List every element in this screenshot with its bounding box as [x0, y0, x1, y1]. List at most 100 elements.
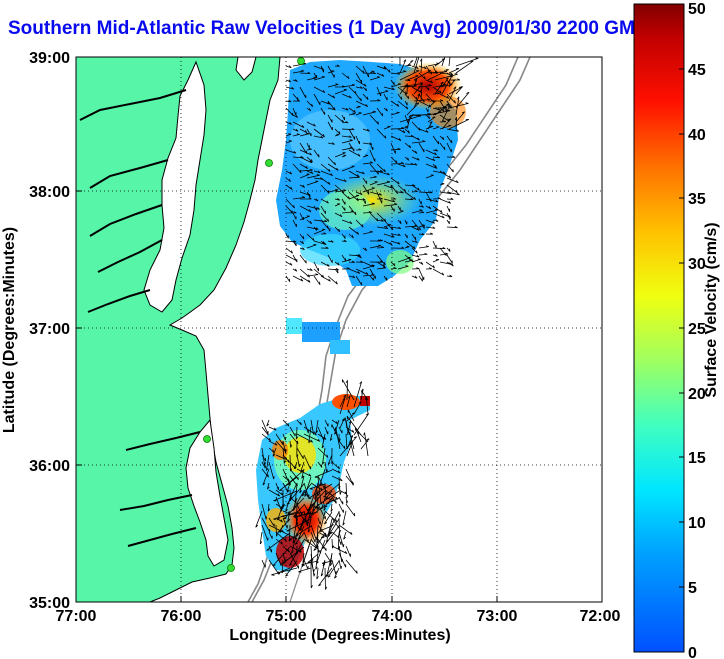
- velocity-vector: [341, 120, 349, 124]
- velocity-vector: [362, 198, 366, 204]
- velocity-vector: [390, 79, 395, 86]
- velocity-vector: [399, 59, 407, 74]
- velocity-vector: [376, 107, 384, 117]
- velocity-vector: [446, 247, 451, 252]
- velocity-vector: [306, 244, 317, 249]
- velocity-vector: [390, 135, 402, 141]
- velocity-vector: [369, 181, 378, 186]
- velocity-vector: [390, 184, 398, 194]
- velocity-vector: [317, 538, 327, 552]
- velocity-vector: [306, 273, 319, 277]
- velocity-vector: [369, 163, 379, 175]
- velocity-vector: [390, 205, 395, 212]
- velocity-vector: [317, 517, 321, 525]
- velocity-vector: [399, 57, 401, 67]
- velocity-vector: [289, 426, 296, 437]
- velocity-vector: [337, 532, 341, 550]
- velocity-vector: [306, 205, 320, 210]
- velocity-vector: [446, 142, 452, 153]
- velocity-vector: [339, 394, 347, 408]
- velocity-vector: [320, 212, 330, 222]
- velocity-vector: [376, 191, 383, 204]
- land-mass: [76, 57, 281, 602]
- velocity-vector: [341, 154, 347, 158]
- velocity-vector: [441, 57, 446, 67]
- velocity-vector: [275, 433, 284, 445]
- velocity-vector: [397, 190, 404, 194]
- velocity-vector: [299, 149, 312, 156]
- velocity-vector: [441, 74, 453, 95]
- velocity-vector: [413, 93, 421, 109]
- colorbar-tick-label: 20: [688, 386, 706, 403]
- velocity-vector: [306, 268, 313, 271]
- velocity-vector: [324, 426, 329, 435]
- velocity-vector: [406, 114, 412, 130]
- velocity-vector: [306, 180, 319, 186]
- velocity-vector: [348, 175, 360, 179]
- velocity-vector: [313, 128, 325, 138]
- velocity-vector: [329, 518, 340, 535]
- velocity-vector: [282, 546, 305, 564]
- velocity-vector: [362, 93, 369, 100]
- velocity-vector: [320, 275, 331, 282]
- velocity-vector: [268, 426, 277, 431]
- velocity-vector: [272, 447, 277, 457]
- velocity-vector: [327, 114, 333, 123]
- colorbar-tick-label: 5: [688, 580, 697, 597]
- velocity-vector: [338, 426, 343, 434]
- river-rappahannock: [89, 204, 163, 237]
- velocity-vector: [355, 93, 362, 102]
- velocity-vector: [390, 142, 396, 154]
- velocity-vector: [334, 152, 346, 158]
- velocity-vector: [320, 163, 331, 172]
- velocity-vector: [261, 433, 271, 442]
- velocity-vector: [299, 128, 308, 134]
- velocity-vector: [369, 76, 381, 81]
- velocity-vector: [341, 114, 345, 121]
- velocity-vector: [439, 93, 450, 99]
- velocity-vector: [441, 77, 449, 88]
- velocity-vector: [413, 78, 418, 88]
- velocity-vector: [355, 105, 361, 109]
- velocity-vector: [320, 177, 331, 185]
- velocity-vector: [306, 142, 310, 149]
- velocity-vector: [362, 71, 376, 74]
- velocity-vector: [353, 381, 363, 408]
- velocity-vector: [334, 197, 340, 201]
- velocity-vector: [285, 86, 295, 90]
- velocity-vector: [323, 511, 333, 525]
- velocity-vector: [404, 128, 410, 134]
- velocity-vector: [425, 86, 430, 91]
- velocity-vector: [292, 121, 305, 128]
- velocity-vector: [306, 128, 312, 137]
- velocity-vector: [313, 86, 326, 94]
- velocity-vector: [354, 427, 362, 443]
- velocity-vector: [324, 490, 333, 500]
- velocity-vector: [306, 121, 316, 127]
- velocity-vector: [418, 211, 425, 214]
- velocity-vector: [432, 126, 440, 130]
- velocity-vector: [313, 170, 321, 174]
- velocity-vector: [432, 219, 439, 222]
- velocity-vector: [411, 184, 420, 191]
- velocity-vector: [427, 100, 437, 109]
- velocity-vector: [341, 72, 350, 80]
- velocity-vector: [420, 58, 423, 74]
- velocity-vector: [448, 68, 460, 74]
- velocity-vector: [369, 244, 382, 249]
- velocity-vector: [306, 156, 313, 163]
- velocity-vector: [425, 114, 431, 120]
- velocity-vector: [425, 174, 434, 179]
- velocity-vector: [296, 426, 299, 440]
- velocity-vector: [377, 197, 383, 200]
- velocity-vector: [383, 125, 391, 130]
- velocity-vector: [317, 475, 325, 489]
- velocity-vector: [327, 254, 333, 263]
- velocity-vector: [320, 246, 329, 249]
- velocity-vector: [362, 247, 368, 252]
- velocity-vector: [446, 93, 456, 104]
- velocity-vector: [364, 396, 369, 415]
- velocity-vector: [341, 379, 355, 401]
- velocity-vector: [455, 91, 470, 109]
- velocity-vector: [295, 518, 305, 538]
